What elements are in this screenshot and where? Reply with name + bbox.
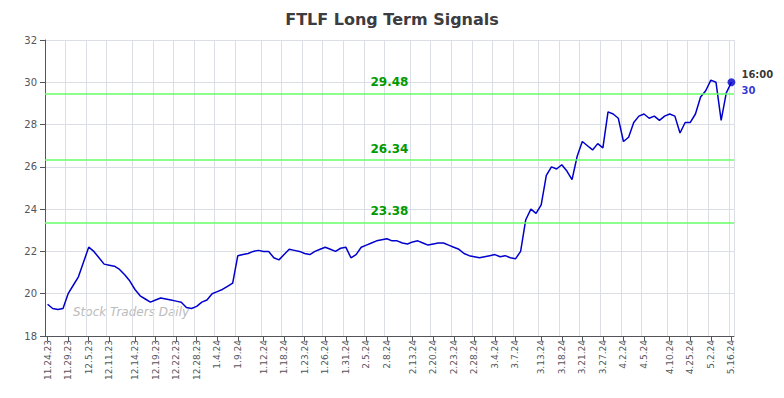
svg-text:30: 30 [24, 77, 37, 88]
svg-text:1.23.24: 1.23.24 [300, 340, 310, 375]
svg-text:5.16.24: 5.16.24 [726, 340, 736, 375]
svg-text:1.31.24: 1.31.24 [341, 340, 351, 375]
svg-text:3.27.24: 3.27.24 [598, 340, 608, 375]
svg-text:4.10.24: 4.10.24 [665, 340, 675, 375]
svg-text:4.2.24: 4.2.24 [618, 340, 628, 369]
svg-text:5.2.24: 5.2.24 [706, 340, 716, 369]
svg-text:2.8.24: 2.8.24 [382, 340, 392, 369]
svg-text:22: 22 [24, 246, 37, 257]
svg-text:3.21.24: 3.21.24 [577, 340, 587, 375]
svg-text:3.13.24: 3.13.24 [536, 340, 546, 375]
svg-text:18: 18 [24, 331, 37, 342]
svg-text:1.9.24: 1.9.24 [233, 340, 243, 369]
svg-text:26.34: 26.34 [371, 142, 409, 156]
svg-text:11.24.23: 11.24.23 [43, 340, 53, 380]
svg-text:30: 30 [741, 85, 755, 96]
svg-text:12.14.23: 12.14.23 [130, 340, 140, 380]
svg-text:4.25.24: 4.25.24 [685, 340, 695, 375]
svg-text:3.18.24: 3.18.24 [557, 340, 567, 375]
svg-text:12.28.23: 12.28.23 [192, 340, 202, 380]
svg-text:12.5.23: 12.5.23 [84, 340, 94, 374]
svg-text:12.11.23: 12.11.23 [104, 340, 114, 380]
svg-text:11.29.23: 11.29.23 [63, 340, 73, 380]
svg-text:23.38: 23.38 [371, 204, 409, 218]
svg-text:28: 28 [24, 119, 37, 130]
svg-text:1.18.24: 1.18.24 [279, 340, 289, 375]
svg-text:32: 32 [24, 35, 37, 46]
svg-text:12.19.23: 12.19.23 [151, 340, 161, 380]
svg-text:24: 24 [24, 204, 37, 215]
svg-text:26: 26 [24, 161, 37, 172]
svg-text:3.7.24: 3.7.24 [510, 340, 520, 369]
svg-text:1.26.24: 1.26.24 [320, 340, 330, 375]
svg-text:29.48: 29.48 [371, 75, 409, 89]
svg-text:12.22.23: 12.22.23 [171, 340, 181, 380]
svg-text:2.20.24: 2.20.24 [428, 340, 438, 375]
svg-text:2.5.24: 2.5.24 [361, 340, 371, 369]
svg-text:3.4.24: 3.4.24 [490, 340, 500, 369]
svg-text:FTLF Long Term Signals: FTLF Long Term Signals [285, 10, 499, 29]
svg-text:1.12.24: 1.12.24 [259, 340, 269, 375]
svg-text:2.28.24: 2.28.24 [469, 340, 479, 375]
svg-text:4.5.24: 4.5.24 [639, 340, 649, 369]
svg-text:2.13.24: 2.13.24 [408, 340, 418, 375]
svg-text:2.23.24: 2.23.24 [449, 340, 459, 375]
svg-text:1.4.24: 1.4.24 [212, 340, 222, 369]
svg-text:Stock Traders Daily: Stock Traders Daily [73, 305, 190, 319]
svg-text:20: 20 [24, 288, 37, 299]
svg-text:16:00: 16:00 [741, 69, 773, 80]
